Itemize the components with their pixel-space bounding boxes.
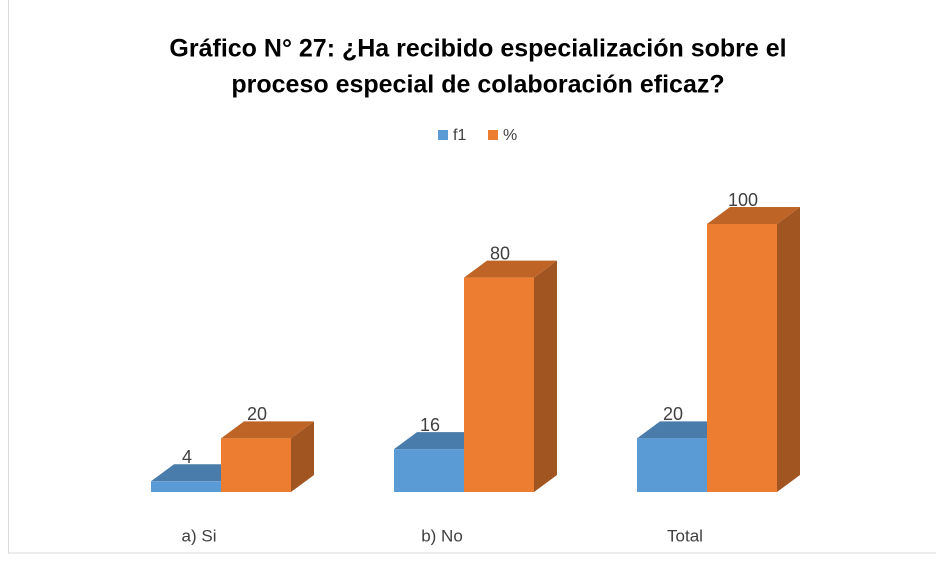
bar-front xyxy=(394,449,464,492)
bar xyxy=(221,421,314,492)
bar xyxy=(394,432,487,492)
bar-front xyxy=(221,438,291,492)
bar xyxy=(707,207,800,492)
x-tick-label: Total xyxy=(667,526,703,545)
data-label: 16 xyxy=(420,415,440,435)
bar-front xyxy=(464,277,534,492)
bar-top xyxy=(221,421,314,439)
x-tick-label: a) Si xyxy=(182,526,217,545)
bar-top xyxy=(707,207,800,224)
x-tick-label: b) No xyxy=(421,526,463,545)
bar-side xyxy=(291,421,314,492)
chart-title: proceso especial de colaboración eficaz? xyxy=(231,71,724,99)
bar-front xyxy=(637,438,707,492)
bar-top xyxy=(151,464,244,482)
bar-top xyxy=(394,432,487,450)
bar-front xyxy=(151,481,221,492)
bar-top xyxy=(464,260,557,278)
legend-swatch xyxy=(438,130,448,140)
data-label: 20 xyxy=(663,404,683,424)
data-label: 20 xyxy=(247,404,267,424)
bar-front xyxy=(707,224,777,492)
legend-swatch xyxy=(488,130,498,140)
chart-title: Gráfico N° 27: ¿Ha recibido especializac… xyxy=(169,35,786,63)
bar-side xyxy=(534,260,557,492)
legend-label: % xyxy=(503,127,517,144)
data-label: 80 xyxy=(490,243,510,263)
bar xyxy=(464,260,557,492)
bar-top xyxy=(637,421,730,439)
data-label: 4 xyxy=(182,447,192,467)
bar-side xyxy=(777,207,800,492)
legend-label: f1 xyxy=(453,127,466,144)
data-label: 100 xyxy=(728,190,758,210)
